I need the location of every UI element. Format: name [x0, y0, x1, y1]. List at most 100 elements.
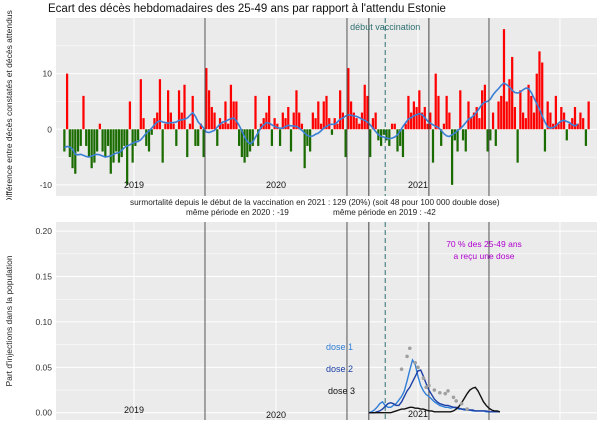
bar: [240, 129, 243, 158]
year-label: 2021: [408, 409, 428, 419]
chart-title: Ecart des décès hebdomadaires des 25-49 …: [48, 3, 446, 15]
bar: [224, 101, 227, 130]
bar: [246, 129, 249, 158]
bar: [475, 107, 478, 130]
bar: [330, 129, 334, 135]
bar: [472, 112, 476, 130]
bar: [287, 107, 290, 130]
bar: [483, 84, 486, 130]
bar: [251, 129, 254, 146]
bar: [93, 129, 96, 163]
bar: [489, 129, 492, 141]
dose-point: [451, 395, 456, 400]
bar: [257, 129, 260, 146]
dose-point: [413, 360, 418, 365]
bar: [180, 112, 183, 130]
bar: [576, 123, 579, 130]
bar: [508, 79, 511, 130]
bar: [565, 129, 568, 141]
bar: [366, 95, 369, 130]
bar: [538, 51, 541, 130]
bar: [552, 123, 555, 130]
bar: [560, 107, 563, 130]
bar: [445, 95, 448, 130]
bar: [167, 90, 170, 130]
y-tick-label: 0.00: [35, 408, 52, 418]
bar: [123, 129, 126, 146]
bar: [311, 112, 314, 130]
annotation-line-1: 70 % des 25-49 ans: [446, 239, 522, 249]
bar: [273, 118, 276, 130]
bar: [549, 112, 552, 130]
bar: [396, 129, 399, 152]
bar: [500, 95, 503, 130]
legend-dose-2: dose 2: [326, 364, 353, 374]
period-2020-note: même période en 2020 : -19: [186, 208, 289, 217]
bar: [429, 112, 432, 130]
bar: [450, 129, 454, 185]
bar: [276, 123, 279, 130]
bar: [169, 112, 172, 130]
bar: [511, 56, 514, 130]
y-tick-label: 0.10: [35, 317, 52, 327]
dose-point: [407, 346, 412, 351]
bar: [158, 79, 162, 130]
bar: [319, 123, 323, 130]
bar: [336, 123, 339, 130]
dose-point: [432, 388, 437, 392]
bar: [347, 68, 350, 130]
bar: [68, 129, 71, 158]
bar: [434, 73, 437, 130]
bar: [554, 95, 557, 130]
dose-point: [454, 399, 459, 403]
y-axis-label: Différence entre décès constatés et décè…: [4, 10, 14, 200]
bar: [453, 129, 456, 141]
year-label: 2021: [408, 180, 428, 190]
bar: [415, 107, 418, 130]
bar: [213, 112, 216, 130]
dose-point: [465, 407, 469, 411]
vaccination-label: début vaccination: [350, 22, 420, 32]
bar: [238, 129, 241, 146]
bar: [172, 123, 175, 130]
bar: [300, 123, 304, 130]
bar: [481, 90, 484, 130]
bar: [303, 129, 306, 169]
bar: [579, 112, 582, 130]
bar: [374, 112, 377, 130]
bar: [221, 123, 224, 130]
bar: [541, 62, 544, 130]
bar: [437, 95, 440, 130]
bar: [161, 129, 164, 163]
bar: [289, 129, 293, 152]
bar: [197, 129, 200, 146]
bar: [505, 101, 508, 130]
y-tick-label: 10: [43, 69, 53, 79]
bar: [530, 95, 533, 130]
bar: [385, 129, 388, 141]
bar: [442, 123, 446, 130]
y-tick-label: 0.05: [35, 362, 52, 372]
bar: [98, 123, 101, 130]
bar: [587, 101, 590, 130]
bar: [524, 118, 527, 130]
bar: [543, 129, 547, 152]
year-label: 2019: [124, 405, 144, 415]
dose-3-line: [368, 386, 501, 414]
bar: [322, 101, 325, 130]
bar: [568, 123, 571, 130]
bar: [478, 118, 481, 130]
year-label: 2019: [124, 180, 144, 190]
legend-dose-3: dose 3: [328, 386, 355, 396]
bar: [344, 129, 347, 158]
bar: [145, 129, 148, 146]
bar: [519, 90, 522, 130]
bar: [90, 129, 93, 169]
bar: [65, 73, 69, 130]
bar: [328, 118, 331, 130]
year-label: 2020: [266, 180, 286, 190]
bar: [314, 118, 317, 130]
bar: [232, 101, 235, 130]
dose-point: [427, 383, 431, 388]
bar: [317, 101, 320, 130]
